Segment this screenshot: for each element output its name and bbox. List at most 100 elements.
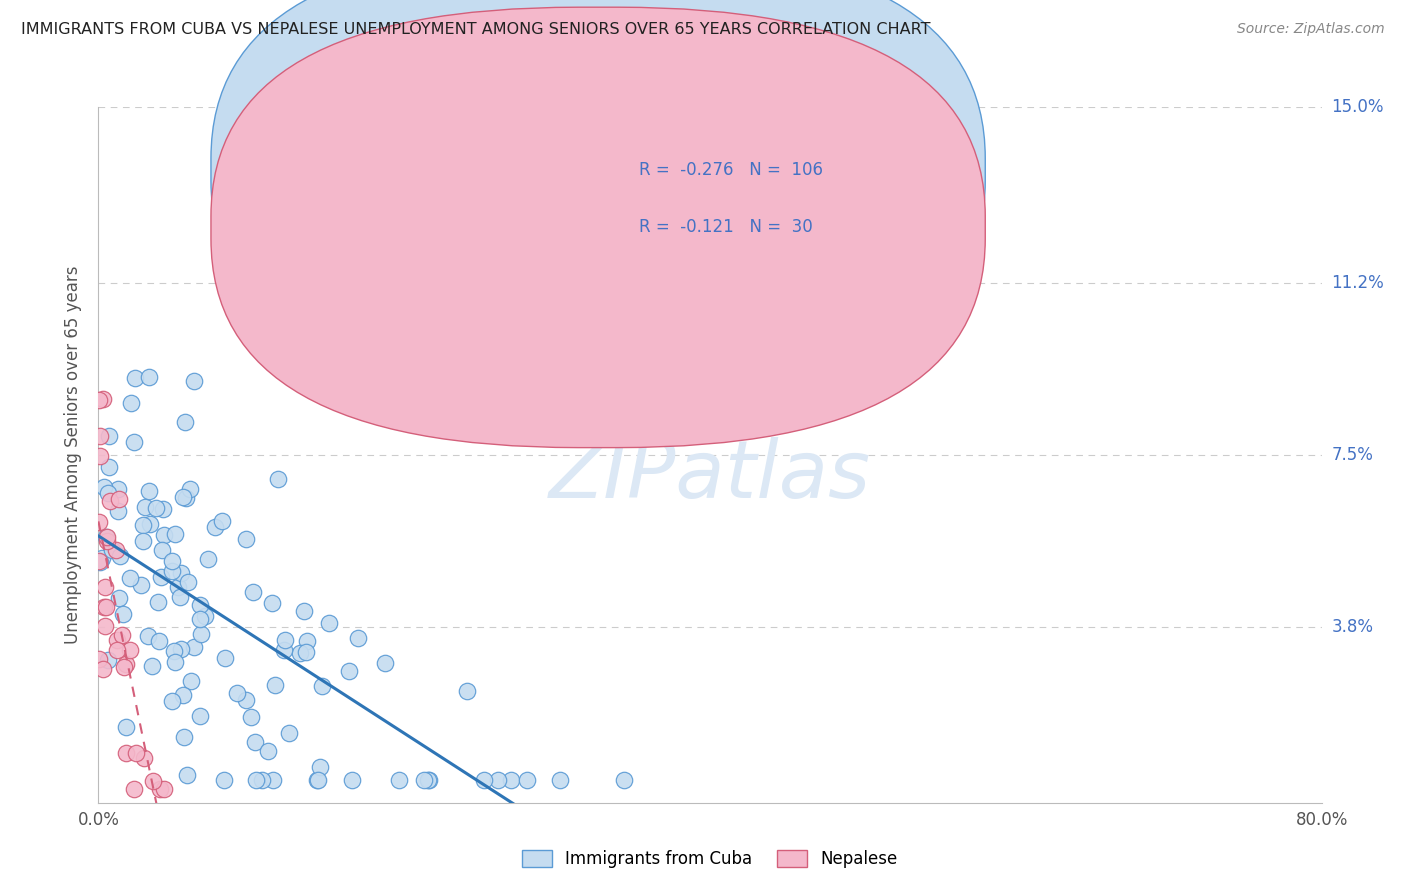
Immigrants from Cuba xyxy=(165,655,187,669)
Immigrants from Cuba xyxy=(176,491,198,505)
Immigrants from Cuba xyxy=(134,500,156,515)
Immigrants from Cuba xyxy=(136,629,159,643)
Immigrants from Cuba xyxy=(388,772,411,787)
Immigrants from Cuba xyxy=(174,415,197,429)
Immigrants from Cuba xyxy=(190,598,212,612)
Immigrants from Cuba xyxy=(204,520,226,534)
Nepalese xyxy=(104,543,127,558)
Y-axis label: Unemployment Among Seniors over 65 years: Unemployment Among Seniors over 65 years xyxy=(65,266,83,644)
Immigrants from Cuba xyxy=(120,396,142,410)
Nepalese xyxy=(89,428,111,442)
Immigrants from Cuba xyxy=(418,772,440,787)
Nepalese xyxy=(105,632,128,647)
Text: ZIPatlas: ZIPatlas xyxy=(548,437,872,515)
Immigrants from Cuba xyxy=(172,490,194,504)
Immigrants from Cuba xyxy=(274,633,297,648)
Immigrants from Cuba xyxy=(257,744,280,758)
Nepalese xyxy=(111,628,134,642)
Immigrants from Cuba xyxy=(179,482,201,496)
Immigrants from Cuba xyxy=(235,693,257,707)
Immigrants from Cuba xyxy=(153,527,176,541)
Immigrants from Cuba xyxy=(131,577,153,591)
Immigrants from Cuba xyxy=(499,772,522,787)
Immigrants from Cuba xyxy=(138,483,160,498)
Immigrants from Cuba xyxy=(292,604,315,618)
Nepalese xyxy=(114,746,136,760)
Immigrants from Cuba xyxy=(124,371,146,385)
Immigrants from Cuba xyxy=(170,642,193,657)
Immigrants from Cuba xyxy=(273,642,295,657)
Immigrants from Cuba xyxy=(89,555,111,569)
Immigrants from Cuba xyxy=(141,658,163,673)
Immigrants from Cuba xyxy=(93,480,115,494)
Immigrants from Cuba xyxy=(197,551,219,566)
Immigrants from Cuba xyxy=(190,627,212,641)
Immigrants from Cuba xyxy=(311,679,333,693)
Immigrants from Cuba xyxy=(107,504,129,518)
Nepalese xyxy=(89,515,111,529)
Nepalese xyxy=(93,600,115,615)
Immigrants from Cuba xyxy=(472,772,495,787)
FancyBboxPatch shape xyxy=(211,7,986,448)
Immigrants from Cuba xyxy=(97,653,120,667)
Immigrants from Cuba xyxy=(94,530,117,544)
Immigrants from Cuba xyxy=(264,678,287,692)
Immigrants from Cuba xyxy=(211,514,233,528)
Immigrants from Cuba xyxy=(613,772,636,787)
Immigrants from Cuba xyxy=(245,772,267,787)
Immigrants from Cuba xyxy=(225,686,247,700)
Immigrants from Cuba xyxy=(374,656,396,670)
Immigrants from Cuba xyxy=(242,584,264,599)
Immigrants from Cuba xyxy=(337,664,360,678)
Immigrants from Cuba xyxy=(266,472,288,486)
Immigrants from Cuba xyxy=(132,517,155,532)
Immigrants from Cuba xyxy=(160,564,183,578)
Text: R =  -0.121   N =  30: R = -0.121 N = 30 xyxy=(640,219,813,236)
Immigrants from Cuba xyxy=(262,596,284,610)
Immigrants from Cuba xyxy=(307,772,329,787)
Immigrants from Cuba xyxy=(214,772,236,787)
Text: 3.8%: 3.8% xyxy=(1331,617,1374,635)
Immigrants from Cuba xyxy=(148,634,170,648)
Immigrants from Cuba xyxy=(252,772,274,787)
Nepalese xyxy=(98,494,121,508)
Immigrants from Cuba xyxy=(98,460,121,475)
Nepalese xyxy=(94,580,117,594)
Nepalese xyxy=(122,781,145,796)
Nepalese xyxy=(89,449,111,463)
Text: 11.2%: 11.2% xyxy=(1331,275,1384,293)
Nepalese xyxy=(112,660,135,674)
Text: 15.0%: 15.0% xyxy=(1331,98,1384,116)
Immigrants from Cuba xyxy=(110,549,132,564)
Immigrants from Cuba xyxy=(107,482,129,496)
Immigrants from Cuba xyxy=(145,501,167,516)
Immigrants from Cuba xyxy=(295,634,318,648)
Immigrants from Cuba xyxy=(160,694,183,708)
Text: Source: ZipAtlas.com: Source: ZipAtlas.com xyxy=(1237,22,1385,37)
Immigrants from Cuba xyxy=(180,673,202,688)
Immigrants from Cuba xyxy=(114,720,136,734)
Text: IMMIGRANTS FROM CUBA VS NEPALESE UNEMPLOYMENT AMONG SENIORS OVER 65 YEARS CORREL: IMMIGRANTS FROM CUBA VS NEPALESE UNEMPLO… xyxy=(21,22,931,37)
Immigrants from Cuba xyxy=(169,590,191,604)
Nepalese xyxy=(120,643,142,657)
Immigrants from Cuba xyxy=(235,533,257,547)
Immigrants from Cuba xyxy=(340,772,363,787)
Immigrants from Cuba xyxy=(97,428,120,442)
Nepalese xyxy=(94,619,117,633)
Nepalese xyxy=(115,657,138,671)
Nepalese xyxy=(142,773,165,788)
Immigrants from Cuba xyxy=(150,570,173,584)
Immigrants from Cuba xyxy=(132,534,155,549)
Immigrants from Cuba xyxy=(239,710,262,724)
Immigrants from Cuba xyxy=(456,684,478,698)
Legend: Immigrants from Cuba, Nepalese: Immigrants from Cuba, Nepalese xyxy=(516,843,904,874)
FancyBboxPatch shape xyxy=(551,118,918,257)
Nepalese xyxy=(134,751,156,765)
Nepalese xyxy=(89,554,111,568)
Nepalese xyxy=(153,781,176,796)
Immigrants from Cuba xyxy=(148,595,170,609)
Immigrants from Cuba xyxy=(516,772,538,787)
Immigrants from Cuba xyxy=(177,575,200,590)
Immigrants from Cuba xyxy=(307,772,329,787)
Immigrants from Cuba xyxy=(160,554,183,568)
